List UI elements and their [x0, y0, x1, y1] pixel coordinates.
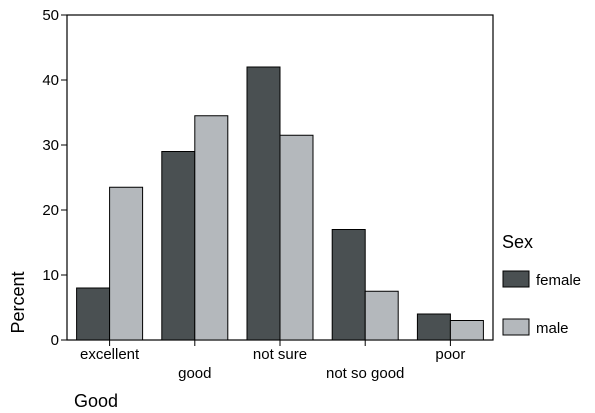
y-axis: 0 10 20 30 40 50 — [42, 7, 67, 349]
bar-female — [161, 151, 196, 341]
y-tick-label: 30 — [42, 137, 59, 154]
y-tick-label: 50 — [42, 7, 59, 24]
bar-male — [194, 115, 229, 341]
bar-male — [364, 290, 399, 341]
y-axis-title: Percent — [8, 271, 28, 333]
y-tick-label: 0 — [51, 332, 59, 349]
x-tick-label: excellent — [80, 346, 140, 363]
x-tick-label: poor — [435, 346, 465, 363]
bars — [76, 66, 484, 341]
bar-female — [76, 287, 111, 341]
y-tick-label: 40 — [42, 72, 59, 89]
legend: Sex female male — [502, 232, 581, 337]
bar-male — [109, 186, 144, 341]
legend-swatch-male — [502, 318, 530, 336]
x-tick-label: not sure — [253, 346, 307, 363]
bar-male — [449, 320, 484, 341]
legend-label-female: female — [536, 272, 581, 289]
bar-female — [246, 66, 281, 341]
x-axis: excellent good not sure not so good poor — [80, 340, 465, 382]
legend-label-male: male — [536, 320, 569, 337]
y-tick-label: 20 — [42, 202, 59, 219]
y-tick-label: 10 — [42, 267, 59, 284]
x-tick-label: good — [178, 365, 211, 382]
legend-swatch-female — [502, 270, 530, 288]
x-tick-label: not so good — [326, 365, 404, 382]
x-axis-title: Good — [74, 391, 118, 411]
bar-female — [331, 229, 366, 341]
legend-title: Sex — [502, 232, 533, 252]
bar-female — [416, 313, 451, 341]
bar-male — [279, 134, 314, 341]
